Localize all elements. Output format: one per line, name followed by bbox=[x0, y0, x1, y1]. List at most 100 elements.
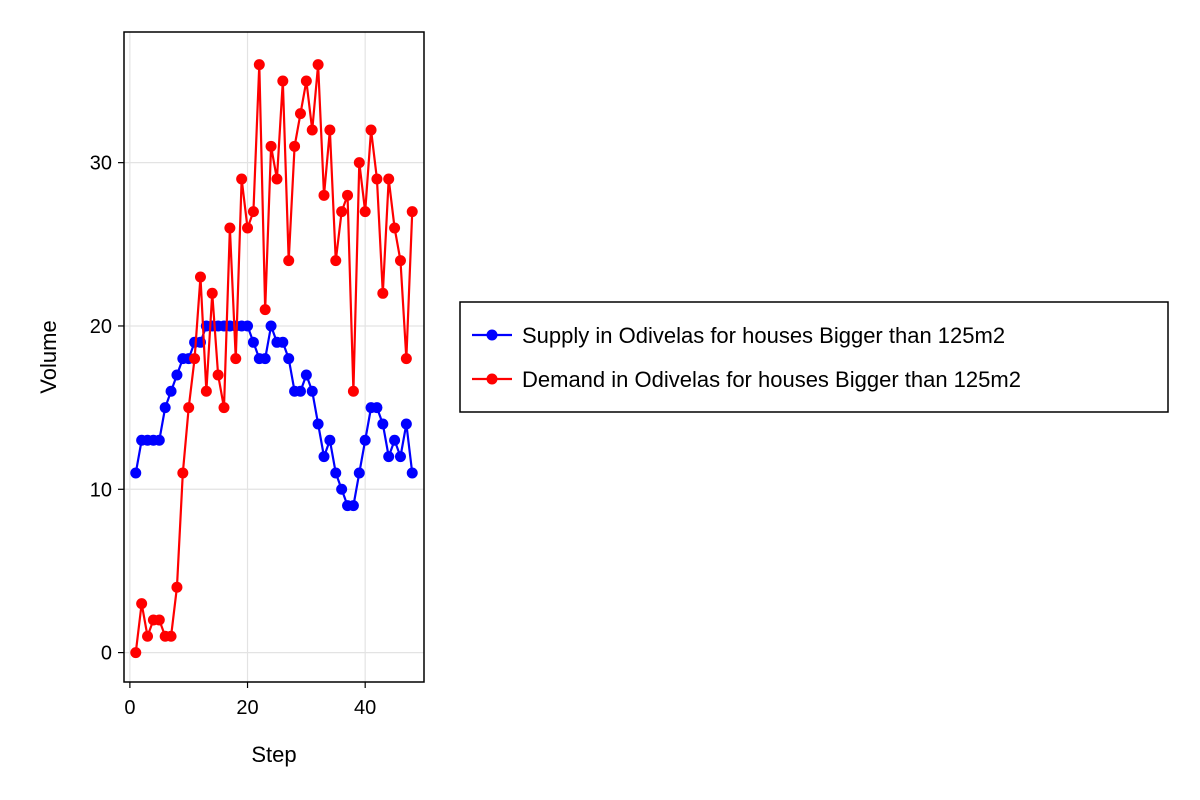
data-point bbox=[265, 320, 277, 332]
data-point bbox=[247, 206, 259, 218]
data-point bbox=[242, 222, 254, 234]
data-point bbox=[318, 451, 330, 463]
data-point bbox=[312, 59, 324, 71]
data-point bbox=[300, 75, 312, 87]
y-tick-label: 30 bbox=[90, 153, 112, 175]
data-point bbox=[306, 385, 318, 397]
data-point bbox=[383, 451, 395, 463]
legend-marker bbox=[486, 373, 498, 385]
data-point bbox=[224, 222, 236, 234]
data-point bbox=[353, 157, 365, 169]
legend: Supply in Odivelas for houses Bigger tha… bbox=[459, 301, 1169, 413]
data-point bbox=[200, 385, 212, 397]
data-point bbox=[389, 222, 401, 234]
data-point bbox=[306, 124, 318, 136]
data-point bbox=[300, 369, 312, 381]
data-point bbox=[312, 418, 324, 430]
data-point bbox=[177, 467, 189, 479]
data-point bbox=[153, 614, 165, 626]
data-point bbox=[206, 287, 218, 299]
data-point bbox=[265, 140, 277, 152]
data-point bbox=[377, 287, 389, 299]
data-point bbox=[330, 467, 342, 479]
series-demand bbox=[130, 59, 418, 659]
data-point bbox=[236, 173, 248, 185]
data-point bbox=[153, 434, 165, 446]
series-line bbox=[134, 63, 414, 653]
data-point bbox=[406, 467, 418, 479]
data-point bbox=[194, 271, 206, 283]
data-point bbox=[383, 173, 395, 185]
data-point bbox=[277, 75, 289, 87]
data-point bbox=[359, 434, 371, 446]
data-point bbox=[394, 451, 406, 463]
data-point bbox=[277, 336, 289, 348]
data-point bbox=[294, 108, 306, 120]
data-point bbox=[183, 402, 195, 414]
data-point bbox=[324, 434, 336, 446]
data-point bbox=[365, 124, 377, 136]
data-point bbox=[330, 255, 342, 267]
x-tick-label: 40 bbox=[354, 697, 376, 719]
data-point bbox=[165, 385, 177, 397]
y-tick-label: 0 bbox=[101, 643, 112, 665]
data-point bbox=[259, 304, 271, 316]
data-point bbox=[347, 500, 359, 512]
data-point bbox=[142, 630, 154, 642]
series-supply bbox=[130, 320, 418, 512]
y-tick-label: 10 bbox=[90, 479, 112, 501]
x-tick-label: 20 bbox=[236, 697, 258, 719]
legend-item: Supply in Odivelas for houses Bigger tha… bbox=[472, 323, 1005, 348]
y-axis-label: Volume bbox=[36, 320, 61, 393]
data-point bbox=[359, 206, 371, 218]
data-point bbox=[324, 124, 336, 136]
data-point bbox=[130, 647, 142, 659]
data-point bbox=[230, 353, 242, 365]
data-point bbox=[136, 598, 148, 610]
data-point bbox=[353, 467, 365, 479]
data-point bbox=[400, 418, 412, 430]
data-point bbox=[342, 189, 354, 201]
series-layer bbox=[130, 59, 418, 659]
y-tick-label: 20 bbox=[90, 316, 112, 338]
data-point bbox=[159, 402, 171, 414]
data-point bbox=[400, 353, 412, 365]
data-point bbox=[294, 385, 306, 397]
data-point bbox=[189, 353, 201, 365]
grid bbox=[124, 32, 424, 682]
data-point bbox=[406, 206, 418, 218]
legend-box bbox=[459, 301, 1169, 413]
axis-ticks: 0 20 40 0 10 20 30 bbox=[90, 153, 377, 719]
series-line bbox=[134, 324, 414, 507]
data-point bbox=[247, 336, 259, 348]
data-point bbox=[242, 320, 254, 332]
plot-frame bbox=[123, 31, 425, 683]
data-point bbox=[171, 581, 183, 593]
legend-label: Supply in Odivelas for houses Bigger tha… bbox=[522, 323, 1005, 348]
data-point bbox=[130, 467, 142, 479]
legend-label: Demand in Odivelas for houses Bigger tha… bbox=[522, 367, 1021, 392]
legend-item: Demand in Odivelas for houses Bigger tha… bbox=[472, 367, 1021, 392]
data-point bbox=[283, 353, 295, 365]
data-point bbox=[289, 140, 301, 152]
data-point bbox=[377, 418, 389, 430]
data-point bbox=[336, 206, 348, 218]
data-point bbox=[165, 630, 177, 642]
data-point bbox=[318, 189, 330, 201]
x-axis-label: Step bbox=[251, 742, 296, 767]
data-point bbox=[336, 483, 348, 495]
data-point bbox=[283, 255, 295, 267]
legend-marker bbox=[486, 329, 498, 341]
data-point bbox=[347, 385, 359, 397]
data-point bbox=[271, 173, 283, 185]
data-point bbox=[259, 353, 271, 365]
data-point bbox=[171, 369, 183, 381]
x-tick-label: 0 bbox=[124, 697, 135, 719]
data-point bbox=[371, 402, 383, 414]
data-point bbox=[253, 59, 265, 71]
data-point bbox=[371, 173, 383, 185]
data-point bbox=[218, 402, 230, 414]
data-point bbox=[389, 434, 401, 446]
data-point bbox=[394, 255, 406, 267]
